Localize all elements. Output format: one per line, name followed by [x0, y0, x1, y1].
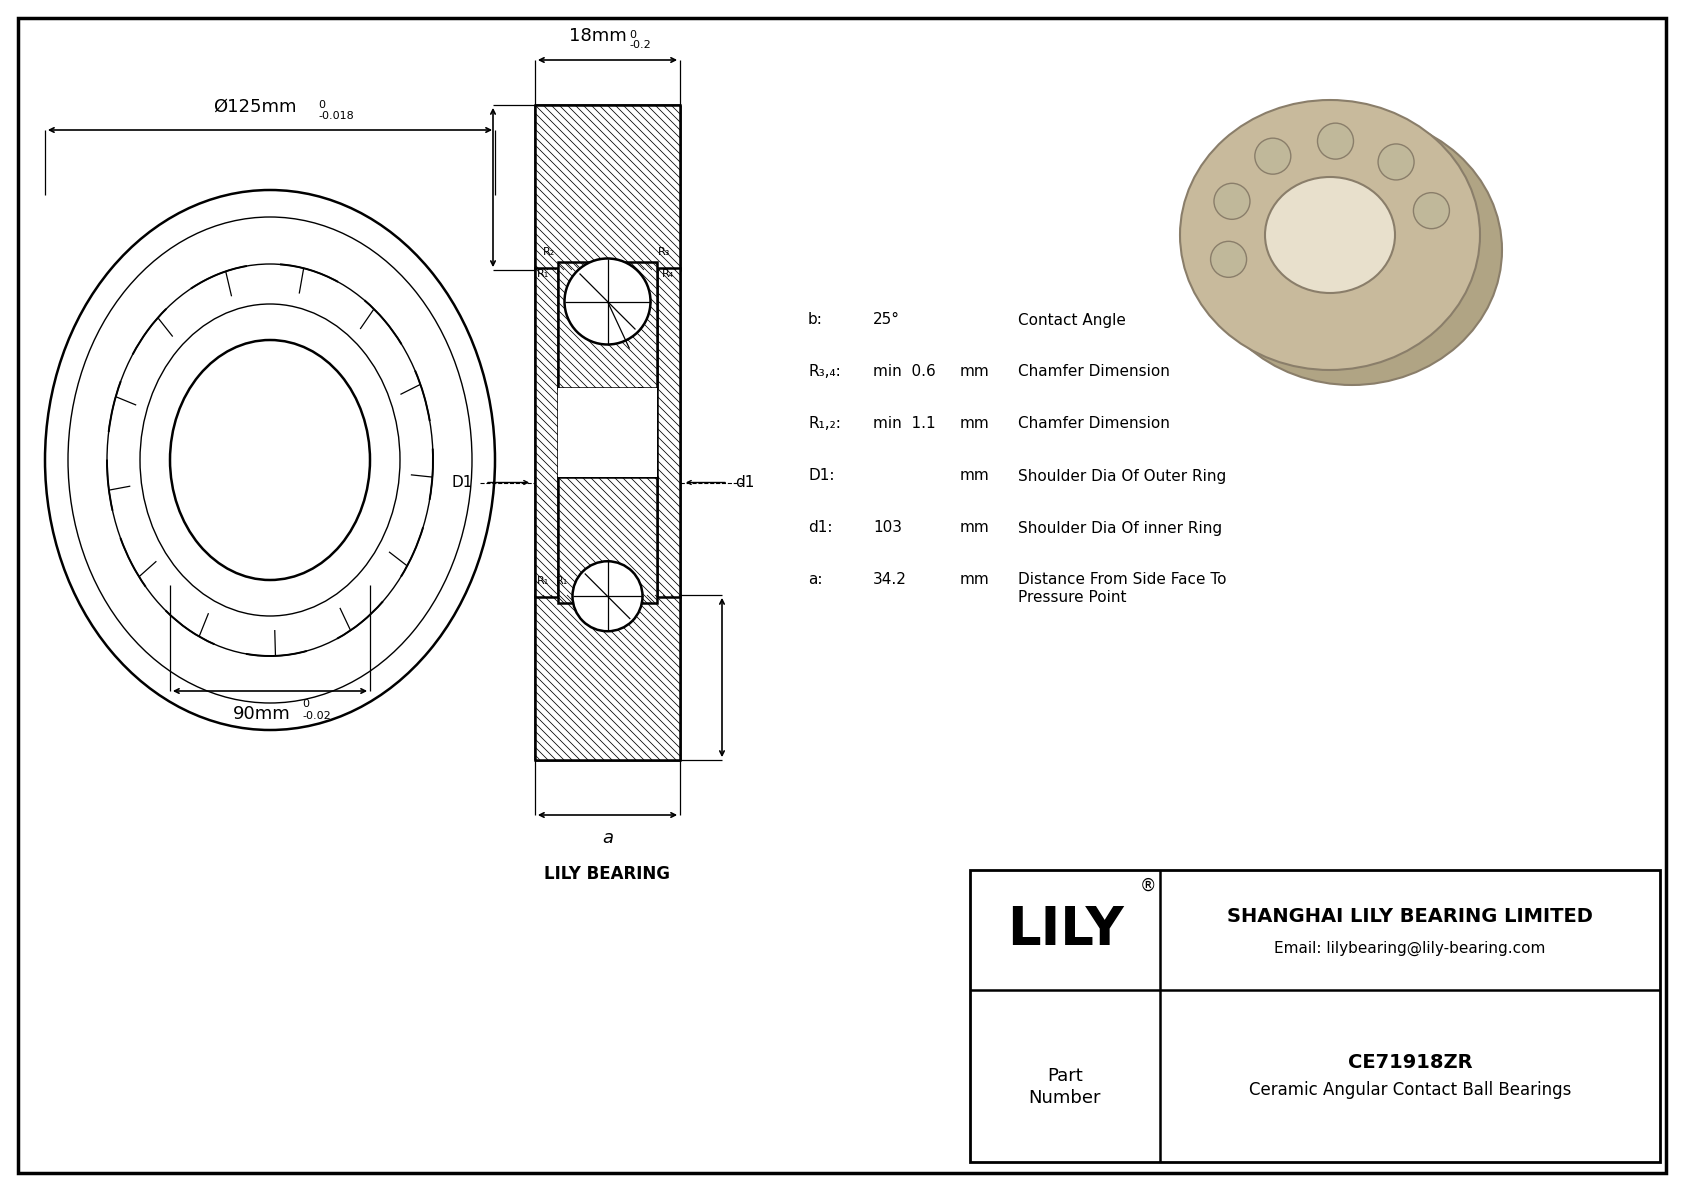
Circle shape — [1378, 144, 1415, 180]
Ellipse shape — [1265, 177, 1394, 293]
Circle shape — [573, 561, 643, 631]
Bar — [557, 478, 657, 603]
Text: 0: 0 — [301, 699, 308, 709]
Text: Contact Angle: Contact Angle — [1019, 312, 1127, 328]
Text: R₄: R₄ — [662, 269, 674, 279]
Text: 18mm: 18mm — [569, 27, 626, 45]
Text: LILY: LILY — [1007, 904, 1123, 956]
Text: R₃,₄:: R₃,₄: — [808, 364, 840, 380]
Text: mm: mm — [960, 468, 990, 484]
Text: R₁: R₁ — [537, 576, 549, 586]
Circle shape — [1413, 193, 1450, 229]
Bar — [536, 268, 557, 597]
Text: mm: mm — [960, 573, 990, 587]
Text: Ø125mm: Ø125mm — [214, 98, 296, 116]
Text: 25°: 25° — [872, 312, 899, 328]
Text: Number: Number — [1029, 1089, 1101, 1106]
Bar — [557, 262, 657, 388]
Text: d1:: d1: — [808, 520, 832, 536]
Circle shape — [1214, 183, 1250, 219]
Text: 0: 0 — [630, 30, 637, 40]
Text: R₂: R₂ — [637, 459, 650, 468]
Text: Email: lilybearing@lily-bearing.com: Email: lilybearing@lily-bearing.com — [1275, 941, 1546, 955]
Text: b: b — [618, 323, 626, 337]
Text: mm: mm — [960, 364, 990, 380]
Text: R₁: R₁ — [537, 269, 549, 279]
Text: SHANGHAI LILY BEARING LIMITED: SHANGHAI LILY BEARING LIMITED — [1228, 906, 1593, 925]
Text: mm: mm — [960, 417, 990, 431]
Bar — [557, 388, 657, 478]
Text: mm: mm — [960, 520, 990, 536]
Text: R₂: R₂ — [542, 247, 556, 257]
Text: R₃: R₃ — [658, 247, 670, 257]
Ellipse shape — [1287, 192, 1416, 308]
Text: R₁,₂:: R₁,₂: — [808, 417, 840, 431]
Bar — [536, 105, 680, 270]
Text: Shoulder Dia Of Outer Ring: Shoulder Dia Of Outer Ring — [1019, 468, 1226, 484]
Text: 90mm: 90mm — [232, 705, 291, 723]
Circle shape — [1317, 123, 1354, 160]
Text: Distance From Side Face To: Distance From Side Face To — [1019, 573, 1226, 587]
Text: Chamfer Dimension: Chamfer Dimension — [1019, 417, 1170, 431]
Text: Pressure Point: Pressure Point — [1019, 591, 1127, 605]
Text: 0: 0 — [318, 100, 325, 110]
Text: Shoulder Dia Of inner Ring: Shoulder Dia Of inner Ring — [1019, 520, 1223, 536]
Circle shape — [1211, 242, 1246, 278]
Text: -0.02: -0.02 — [301, 711, 330, 721]
Text: min  0.6: min 0.6 — [872, 364, 936, 380]
Ellipse shape — [1202, 116, 1502, 385]
Circle shape — [564, 258, 650, 344]
Circle shape — [1255, 138, 1292, 174]
Bar — [536, 105, 680, 760]
Text: D1:: D1: — [808, 468, 835, 484]
Text: Part: Part — [1047, 1067, 1083, 1085]
Text: b:: b: — [808, 312, 823, 328]
Text: 103: 103 — [872, 520, 903, 536]
Text: -0.018: -0.018 — [318, 111, 354, 121]
Text: R₁: R₁ — [556, 576, 568, 586]
Text: min  1.1: min 1.1 — [872, 417, 936, 431]
Text: CE71918ZR: CE71918ZR — [1347, 1053, 1472, 1072]
Text: R₂: R₂ — [637, 387, 650, 397]
Text: ®: ® — [1140, 877, 1157, 894]
Text: a:: a: — [808, 573, 822, 587]
Text: a: a — [601, 829, 613, 847]
Text: 34.2: 34.2 — [872, 573, 908, 587]
Bar — [970, 869, 1660, 1162]
Text: Ceramic Angular Contact Ball Bearings: Ceramic Angular Contact Ball Bearings — [1250, 1081, 1571, 1099]
Text: D1: D1 — [451, 475, 473, 490]
Bar — [657, 268, 680, 597]
Bar — [536, 596, 680, 760]
Text: d1: d1 — [734, 475, 754, 490]
Text: Chamfer Dimension: Chamfer Dimension — [1019, 364, 1170, 380]
Text: -0.2: -0.2 — [630, 40, 652, 50]
Ellipse shape — [1180, 100, 1480, 370]
Text: LILY BEARING: LILY BEARING — [544, 865, 670, 883]
